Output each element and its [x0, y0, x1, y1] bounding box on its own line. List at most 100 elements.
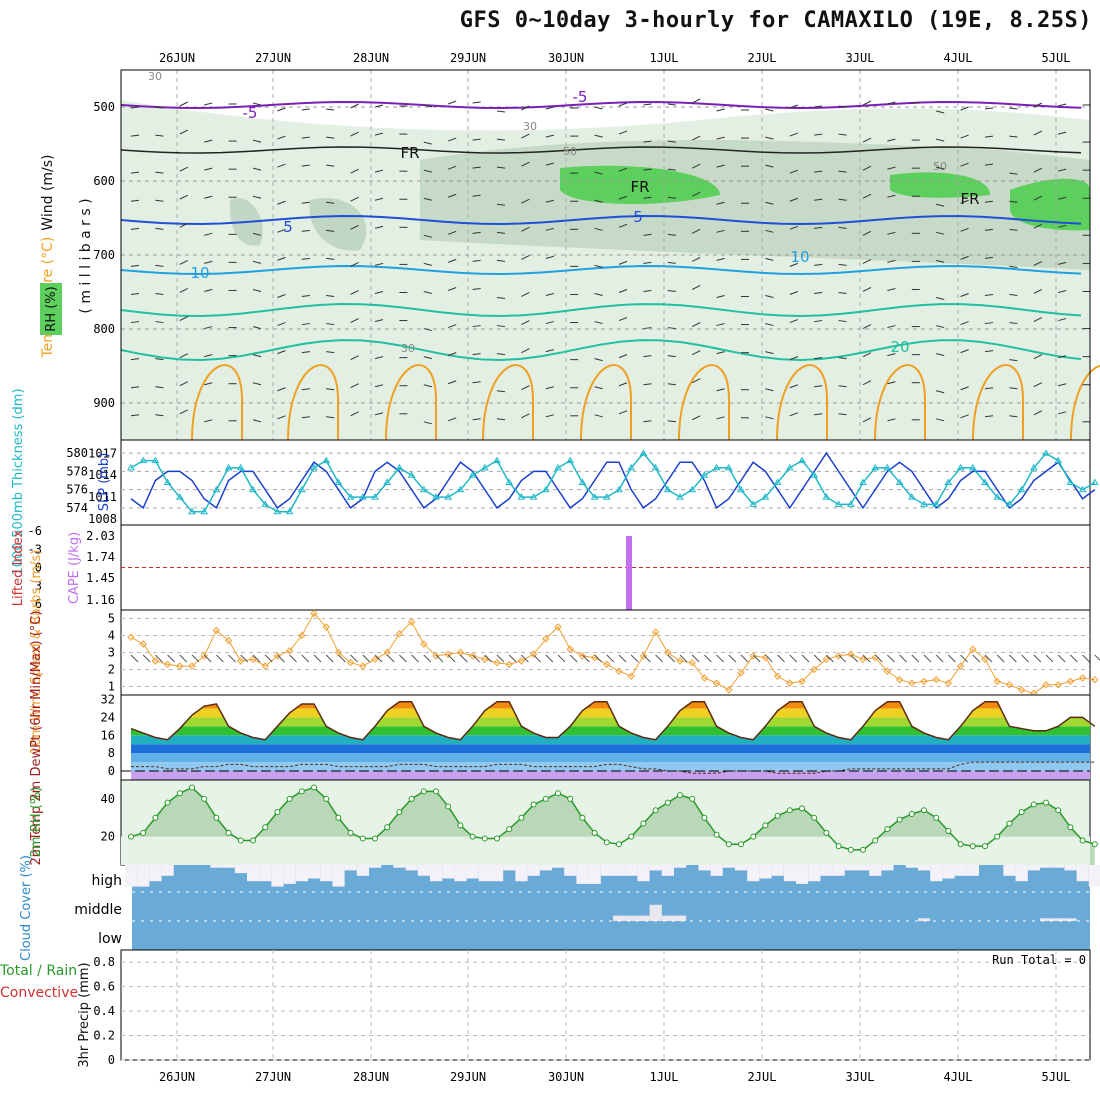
cloud-mid-gap [613, 915, 626, 921]
temp-band [131, 762, 1090, 772]
wind-barb [936, 203, 945, 207]
wind-point [798, 677, 806, 686]
rh-point [433, 788, 439, 795]
slp-point [188, 507, 196, 515]
wind-barb [887, 138, 896, 142]
wind-barb [691, 654, 700, 663]
wind-barb [716, 294, 725, 298]
wind-point [822, 655, 831, 664]
pressure-axis-label: ( m i l l i b a r s ) [78, 198, 94, 313]
li-tick: -6 [28, 524, 42, 538]
wind-barb [521, 198, 530, 204]
rh-point [628, 833, 635, 840]
rh-point [286, 795, 293, 802]
wind-barb [789, 262, 798, 267]
wind-barb [936, 259, 945, 263]
top-date-label: 27JUN [255, 51, 291, 65]
wind-barb [155, 654, 163, 663]
wind-barb [667, 103, 676, 106]
wind-barb [594, 264, 603, 268]
wind-barb [204, 326, 213, 330]
slp-point [712, 463, 721, 471]
precip-panel: 0.8 0.6 0.4 0.2 0 Run Total = 0 Total / Rain Co… [0, 949, 1091, 1068]
cloud-clear-high [710, 865, 723, 876]
wind-point [432, 652, 440, 660]
cloud-clear-high [918, 865, 931, 871]
bottom-date-label: 2JUL [748, 1070, 777, 1084]
wind-barb [545, 654, 554, 663]
cloud-clear-high [259, 865, 272, 882]
precip-tick: 0 [108, 1053, 115, 1067]
rh-point [213, 814, 220, 821]
wind-point [1054, 681, 1062, 689]
wind-point [371, 655, 379, 664]
wind-tick: 4 [108, 629, 115, 643]
wind-point [725, 686, 733, 694]
wind-barb [984, 293, 994, 296]
wind-barb [326, 416, 335, 419]
wind-barb [350, 131, 359, 137]
wind-barb [533, 654, 541, 663]
temp-band [131, 744, 1090, 754]
rh-point [445, 803, 452, 810]
wind-barb [862, 654, 871, 663]
slp-point [627, 463, 636, 471]
slp-point [200, 507, 209, 515]
wind-point [139, 640, 147, 648]
slp-point [651, 463, 660, 471]
wind-barb [984, 200, 994, 203]
run-total: Run Total = 0 [992, 953, 1086, 967]
wind-point [834, 652, 843, 660]
contour-label: FR [960, 190, 979, 208]
cloud-clear-high [149, 865, 162, 882]
wind-barb [862, 230, 872, 236]
wind-barb [862, 287, 872, 292]
cloud-clear-high [844, 865, 857, 871]
wind-barb [618, 167, 628, 172]
wind-barb [1009, 172, 1018, 175]
cloud-clear-high [332, 865, 345, 887]
cloud-clear-high [491, 865, 504, 882]
wind-barb [643, 355, 652, 358]
li-label: Lifted Index [11, 529, 26, 606]
wind-barb [960, 349, 969, 354]
cloud-clear-high [1015, 865, 1028, 882]
rh-point [786, 807, 793, 814]
wind-barb [301, 164, 310, 167]
wind-barb [130, 227, 140, 230]
wind-point [578, 652, 587, 660]
wind-barb [814, 320, 823, 323]
wind-barb [984, 228, 994, 231]
wind-barb [277, 135, 286, 140]
wind-barb [618, 130, 628, 135]
wind-barb [448, 230, 457, 235]
wind-barb [765, 257, 774, 261]
wind-barb [594, 227, 603, 231]
cloud-clear-high [1076, 865, 1089, 882]
rh-point [1018, 809, 1025, 816]
cloud-clear-high [417, 865, 430, 876]
wind-barb [984, 654, 993, 663]
rh-point [140, 829, 147, 836]
wind-barb [960, 293, 969, 297]
cloud-clear-high [210, 865, 223, 868]
slp-point [761, 493, 770, 500]
wind-barb [496, 138, 506, 141]
wind-barb [814, 357, 823, 360]
wind-barb [1058, 411, 1067, 415]
wind-barb [691, 228, 701, 234]
wind-barb [130, 292, 140, 295]
wind-barb [228, 654, 236, 663]
rh-point [323, 795, 330, 802]
cloud-clear-high [930, 865, 943, 882]
slp-point [1017, 485, 1026, 493]
wind-barb [704, 654, 712, 663]
wind-barb [252, 232, 262, 236]
wind-point [566, 645, 574, 653]
slp-tick: 1014 [88, 468, 117, 482]
rh-point [811, 814, 818, 821]
slp-point [273, 507, 282, 515]
rh-point [128, 833, 134, 840]
contour-label: 50 [563, 145, 577, 158]
wind-barb [936, 390, 945, 394]
